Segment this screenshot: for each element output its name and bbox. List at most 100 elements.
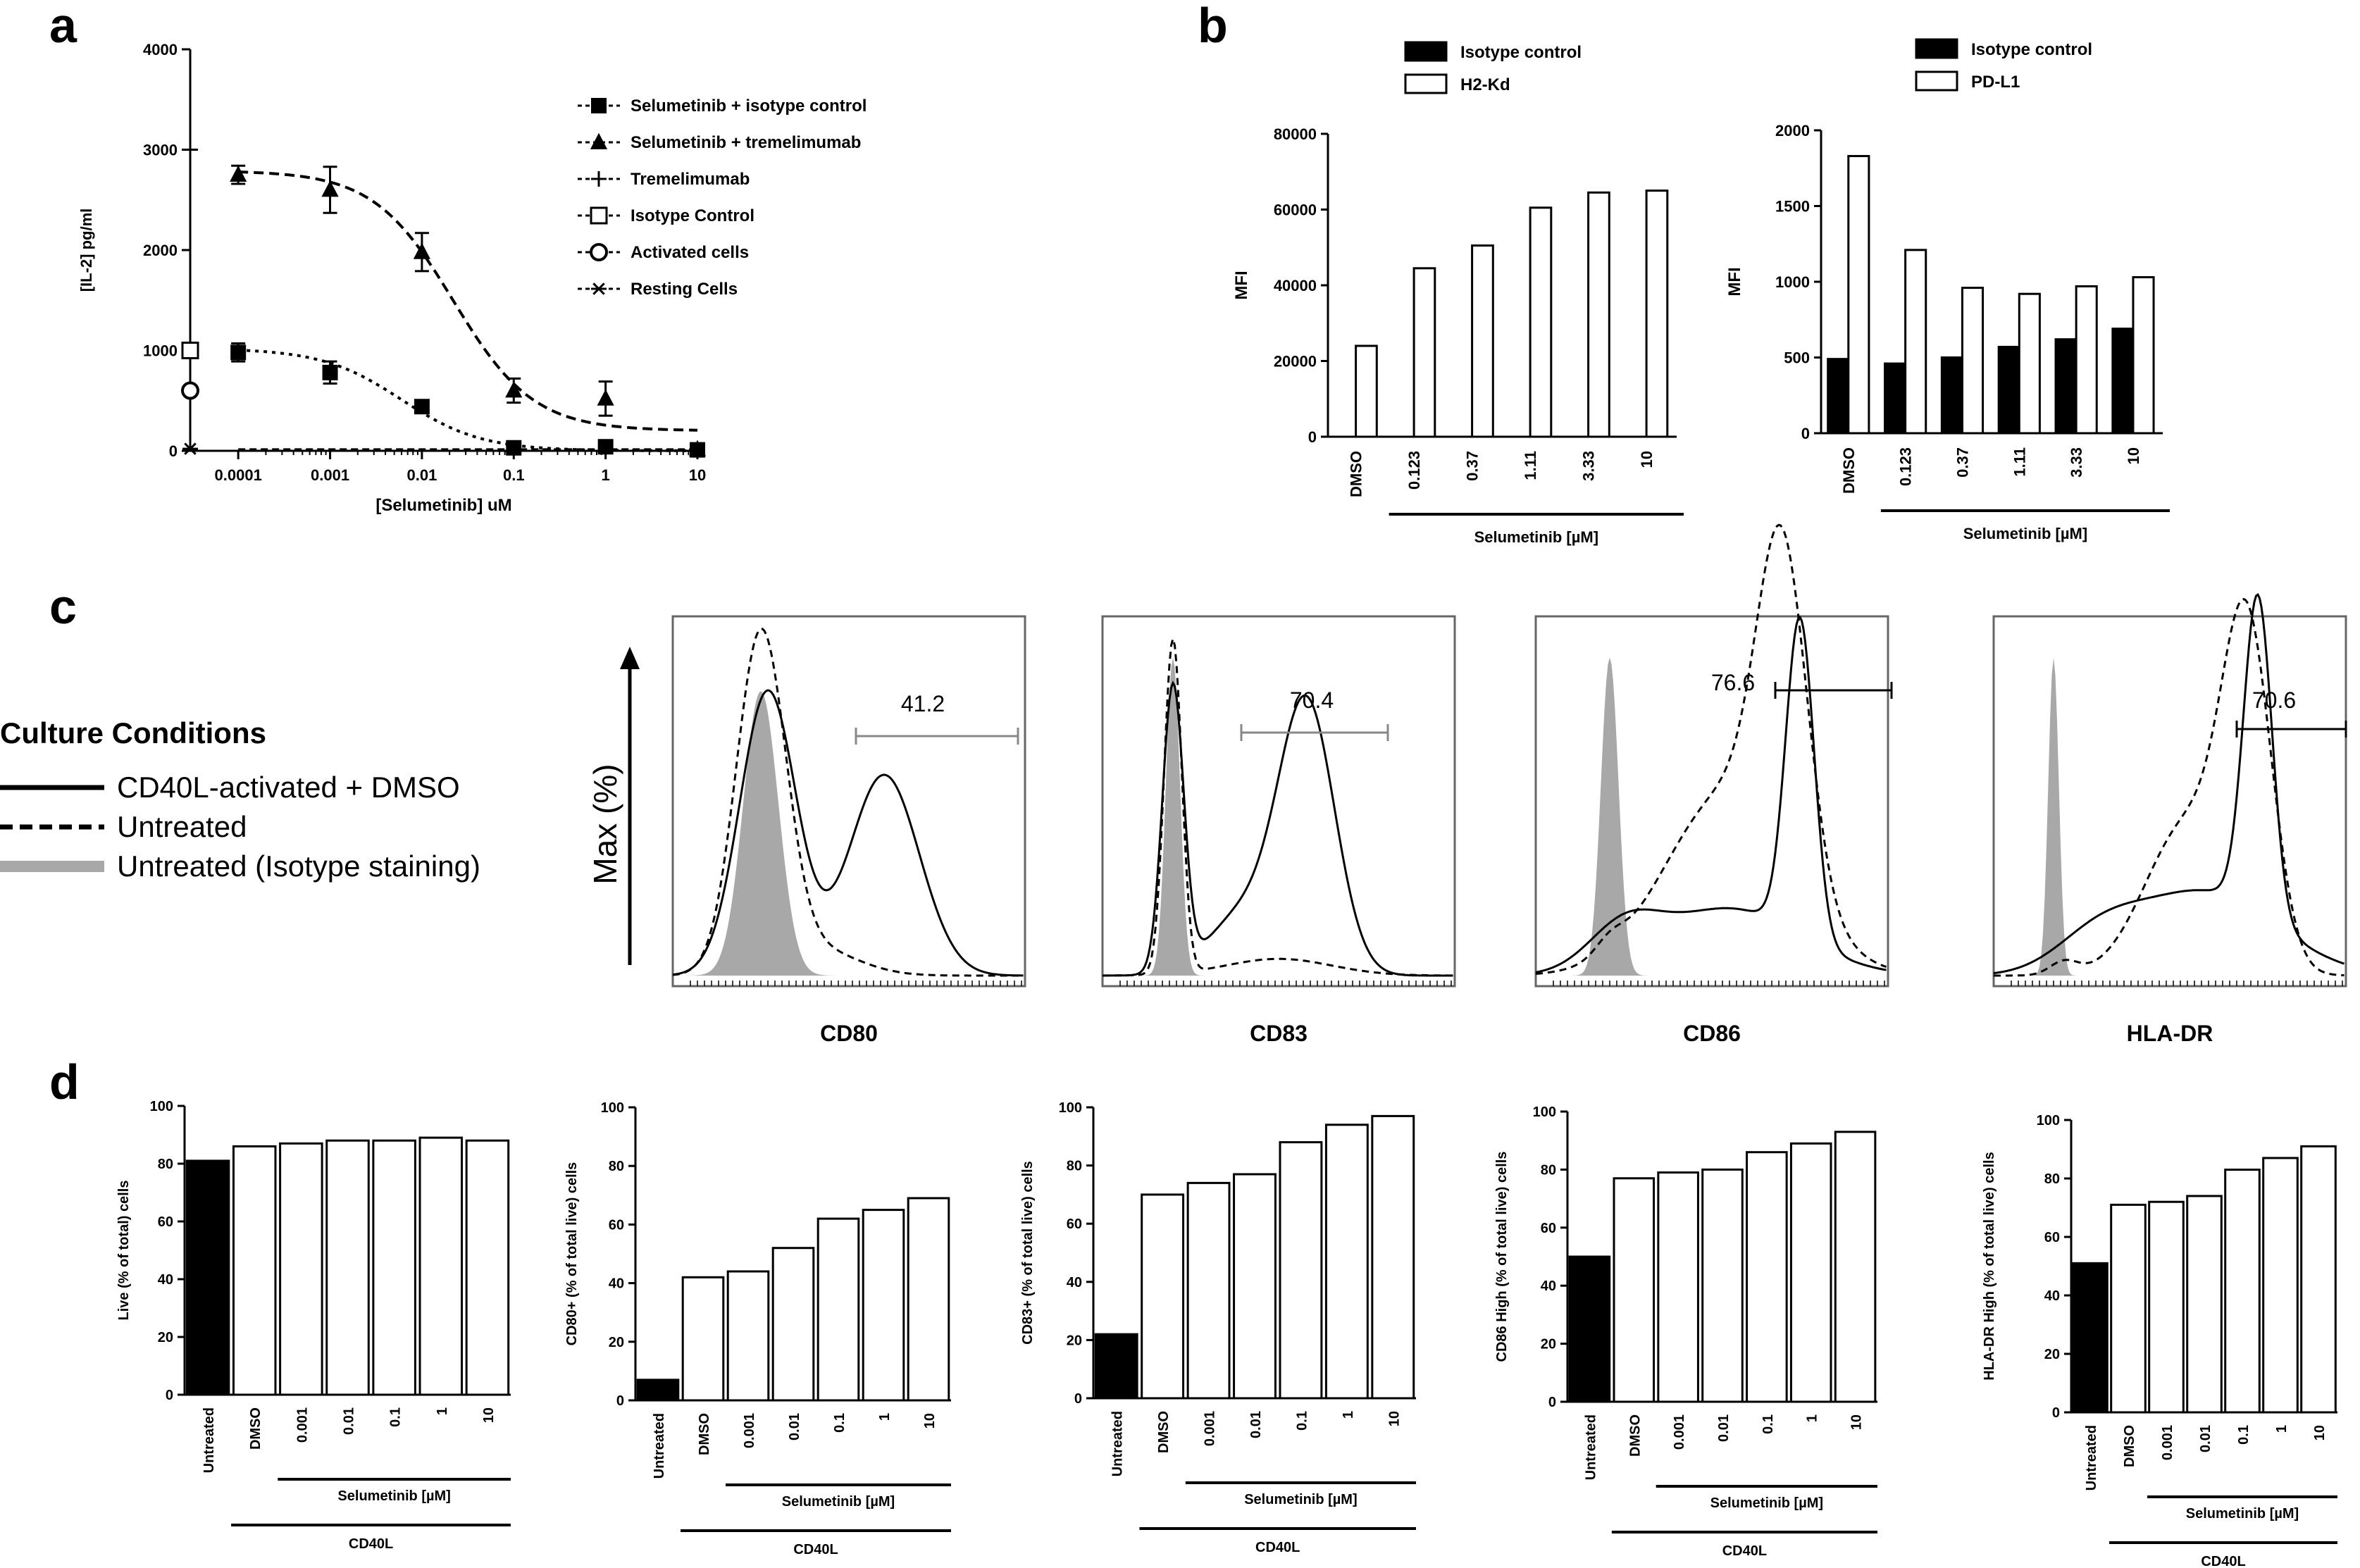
bar [1324,1124,1369,1400]
x-tick-label: 0.001 [294,1407,310,1443]
x-tick-label: 0.01 [1248,1411,1264,1438]
x-tick-label: 10 [2312,1425,2328,1441]
bar [1847,155,1870,435]
x-tick-label: 1 [1341,1411,1356,1419]
group-label: Selumetinib [µM] [1710,1495,1823,1511]
bar [325,1139,370,1396]
y-tick-label: 20 [1541,1337,1556,1352]
bar [2132,276,2155,435]
bar [1613,1177,1656,1403]
data-point [597,439,614,455]
bar [1371,1114,1415,1400]
y-tick-label: 80 [609,1159,624,1174]
x-tick-label: Untreated [652,1413,667,1479]
histogram-isotype [1103,657,1455,976]
marker-label: CD83 [1250,1021,1308,1046]
bar [1746,1151,1788,1403]
histogram-activated [1103,680,1453,977]
bar [1412,267,1436,438]
data-point [230,165,247,182]
bar [1645,189,1669,438]
legend-marker [591,282,607,295]
y-tick-label: 80 [1541,1162,1556,1178]
y-tick-label: 0 [1801,425,1810,442]
y-tick-label: 20000 [1274,353,1317,371]
y-tick-label: 4000 [143,41,178,58]
x-tick-label: 0.01 [1716,1414,1732,1442]
legend-marker [591,171,607,187]
y-tick-label: 40 [609,1276,624,1292]
legend-label: Untreated (Isotype staining) [117,850,480,883]
legend-marker [591,98,607,113]
marker-label: CD80 [820,1021,878,1046]
histogram-frame [671,615,1026,988]
x-tick-label: DMSO [1840,447,1858,494]
x-tick-label: DMSO [1348,451,1365,497]
histogram-untreated [1994,597,2345,977]
y-tick-label: 100 [150,1099,173,1114]
x-tick-label: 0.001 [2160,1425,2175,1460]
y-tick-label: 1000 [1775,273,1810,291]
legend-label: CD40L-activated + DMSO [117,771,460,804]
x-tick-label: 3.33 [2068,447,2085,478]
x-tick-label: 10 [922,1413,938,1429]
y-axis-label: [IL-2] pg/ml [77,209,95,292]
y-tick-label: 100 [1059,1100,1082,1116]
outer-label: CD40L [1255,1540,1300,1555]
bar [279,1142,323,1396]
group-label: Selumetinib [µM] [337,1488,450,1504]
outer-label: CD40L [793,1542,838,1557]
panel-label-b: b [1198,0,1228,53]
bar [2054,338,2078,435]
y-axis-label: Live (% of total) cells [116,1181,132,1321]
bar [1657,1171,1699,1403]
outer-label: CD40L [2201,1554,2245,1568]
legend-title: Culture Conditions [0,716,266,749]
fit-curve-isotype [238,349,697,452]
histogram-activated [672,689,1024,977]
y-tick-label: 0 [616,1393,624,1409]
x-tick-label: 10 [481,1407,497,1423]
x-tick-label: 3.33 [1580,451,1598,481]
bar [771,1247,815,1402]
x-tick-label: 10 [1849,1414,1865,1430]
x-tick-label: 0.001 [742,1413,757,1448]
x-tick-label: 1 [2274,1425,2290,1433]
bar [185,1159,230,1396]
bar [1789,1142,1832,1403]
y-tick-label: 60000 [1274,201,1317,219]
outer-label: CD40L [1722,1543,1767,1559]
y-tick-label: 0 [1548,1395,1556,1410]
data-point [322,364,338,380]
bar [1529,206,1553,438]
legend-swatch [1915,70,1958,92]
y-tick-label: 40 [1541,1278,1556,1294]
bar-chart-d3: 0 20 40 60 80 100 CD83+ (% of total live) cell… [1020,1100,1416,1555]
legend-marker [590,132,608,149]
x-tick-label: 0.37 [1954,447,1971,478]
bar [1355,344,1378,438]
y-tick-label: 60 [1067,1217,1082,1232]
bar [1940,356,1963,435]
legend-label: Untreated [117,810,247,843]
group-label: Selumetinib [µM] [1474,528,1598,546]
bar [2110,1203,2147,1414]
x-tick-label: 1 [877,1413,893,1421]
y-tick-label: 0 [169,442,178,460]
y-axis-label: CD86 High (% of total live) cells [1494,1152,1510,1362]
group-label: Selumetinib [µM] [2186,1506,2299,1522]
x-tick-label: 0.1 [388,1407,404,1427]
bar [2018,292,2041,435]
bar [1904,249,1927,435]
panel-label-d: d [49,1054,80,1109]
bar [1587,191,1610,438]
bar [1834,1131,1877,1403]
bar [1827,358,1850,435]
y-tick-label: 0 [166,1388,173,1403]
histogram-isotype [1536,657,1888,976]
x-tick-label: 0.001 [311,466,349,484]
y-tick-label: 40 [2044,1288,2060,1304]
bar-chart-d2: 0 20 40 60 80 100 CD80+ (% of total live) cell… [564,1100,951,1557]
histogram-isotype [673,691,1025,976]
